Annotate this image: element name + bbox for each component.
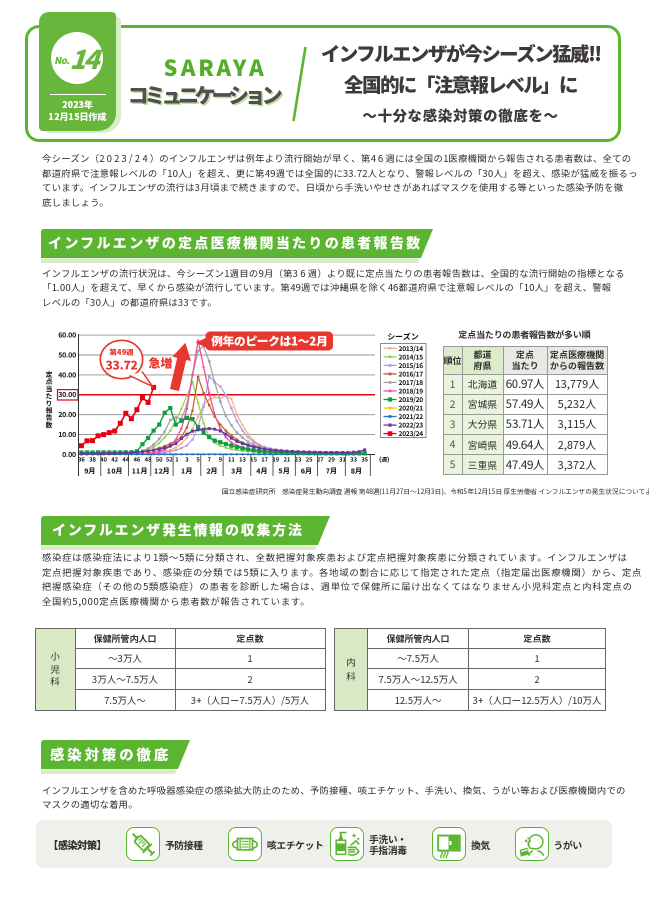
svg-text:52: 52: [166, 455, 173, 464]
svg-text:点: 点: [46, 376, 53, 386]
svg-text:定: 定: [45, 369, 53, 379]
svg-text:12月: 12月: [154, 467, 170, 477]
svg-text:40.00: 40.00: [58, 370, 76, 380]
svg-text:5: 5: [196, 455, 200, 464]
svg-text:5月: 5月: [278, 467, 289, 477]
svg-text:46: 46: [133, 455, 140, 464]
svg-text:50: 50: [156, 455, 163, 464]
svg-text:30.00: 30.00: [58, 390, 76, 400]
svg-text:2018/19: 2018/19: [399, 386, 424, 396]
svg-text:6月: 6月: [301, 467, 312, 477]
svg-text:2014/15: 2014/15: [399, 351, 424, 361]
svg-text:42: 42: [111, 455, 118, 464]
svg-text:1: 1: [175, 455, 179, 464]
svg-text:23: 23: [295, 455, 302, 464]
svg-text:29: 29: [328, 455, 335, 464]
svg-text:報: 報: [45, 405, 53, 415]
svg-text:50.00: 50.00: [58, 350, 76, 360]
svg-text:33: 33: [350, 455, 357, 464]
svg-text:48: 48: [145, 455, 152, 464]
svg-text:8月: 8月: [351, 467, 362, 477]
svg-text:4月: 4月: [256, 467, 267, 477]
svg-text:2021/22: 2021/22: [399, 411, 424, 421]
svg-text:9月: 9月: [84, 467, 95, 477]
svg-text:3: 3: [185, 455, 189, 464]
svg-text:2015/16: 2015/16: [399, 360, 424, 370]
svg-text:急増: 急増: [147, 355, 172, 372]
svg-text:例年のピークは1～2月: 例年のピークは1～2月: [211, 333, 327, 350]
svg-text:り: り: [46, 398, 53, 408]
svg-text:10.00: 10.00: [58, 430, 76, 440]
svg-text:当: 当: [46, 383, 53, 393]
svg-text:7: 7: [207, 455, 211, 464]
svg-text:2023/24: 2023/24: [399, 428, 424, 438]
svg-text:20.00: 20.00: [58, 410, 76, 420]
svg-text:7月: 7月: [325, 467, 337, 477]
svg-text:9: 9: [219, 455, 223, 464]
svg-text:2022/23: 2022/23: [399, 420, 424, 430]
svg-text:15: 15: [250, 455, 257, 464]
svg-text:1月: 1月: [181, 467, 192, 477]
svg-text:た: た: [46, 391, 53, 401]
svg-text:31: 31: [339, 455, 346, 464]
svg-text:19: 19: [272, 455, 279, 464]
svg-text:0.00: 0.00: [62, 450, 76, 460]
svg-text:33.72: 33.72: [106, 357, 138, 374]
svg-text:10月: 10月: [107, 467, 123, 477]
svg-text:2016/17: 2016/17: [399, 369, 424, 379]
svg-text:シーズン: シーズン: [387, 332, 419, 343]
svg-text:17: 17: [261, 455, 268, 464]
svg-text:60.00: 60.00: [58, 331, 76, 341]
svg-text:数: 数: [45, 419, 53, 429]
svg-text:38: 38: [89, 455, 96, 464]
svg-text:11: 11: [228, 455, 235, 464]
svg-text:35: 35: [361, 455, 368, 464]
svg-text:第49週: 第49週: [109, 347, 134, 358]
svg-text:36: 36: [78, 455, 85, 464]
svg-text:3月: 3月: [231, 467, 242, 477]
svg-text:25: 25: [306, 455, 313, 464]
svg-text:40: 40: [100, 455, 107, 464]
svg-text:11月: 11月: [132, 467, 148, 477]
svg-text:2017/18: 2017/18: [399, 377, 424, 387]
svg-text:44: 44: [122, 455, 129, 464]
svg-text:2013/14: 2013/14: [399, 343, 424, 353]
svg-text:2020/21: 2020/21: [399, 403, 424, 413]
svg-text:告: 告: [46, 412, 53, 422]
svg-text:27: 27: [317, 455, 324, 464]
svg-text:21: 21: [283, 455, 290, 464]
svg-text:2019/20: 2019/20: [399, 394, 424, 404]
svg-text:2月: 2月: [206, 467, 217, 477]
svg-text:(週): (週): [379, 455, 389, 464]
svg-text:13: 13: [239, 455, 246, 464]
